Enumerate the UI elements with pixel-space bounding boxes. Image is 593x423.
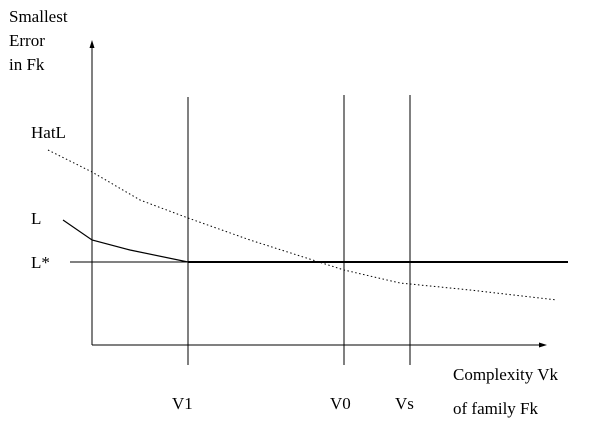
hatl-curve <box>47 149 558 301</box>
y-axis-label-line-1: Smallest <box>9 7 68 26</box>
l-curve <box>62 219 189 263</box>
l-star-label: L* <box>31 253 50 272</box>
x-axis-arrowhead <box>539 342 547 348</box>
y-axis-label-line-2: Error <box>9 31 45 50</box>
x-axis-label-line-1: Complexity Vk <box>453 365 558 384</box>
hatl-label: HatL <box>31 123 66 142</box>
v1-label: V1 <box>172 394 193 413</box>
y-axis-label-line-3: in Fk <box>9 55 45 74</box>
vs-label: Vs <box>395 394 414 413</box>
l-label: L <box>31 209 41 228</box>
y-axis-arrowhead <box>89 40 95 48</box>
x-axis-label-line-2: of family Fk <box>453 399 538 418</box>
v0-label: V0 <box>330 394 351 413</box>
